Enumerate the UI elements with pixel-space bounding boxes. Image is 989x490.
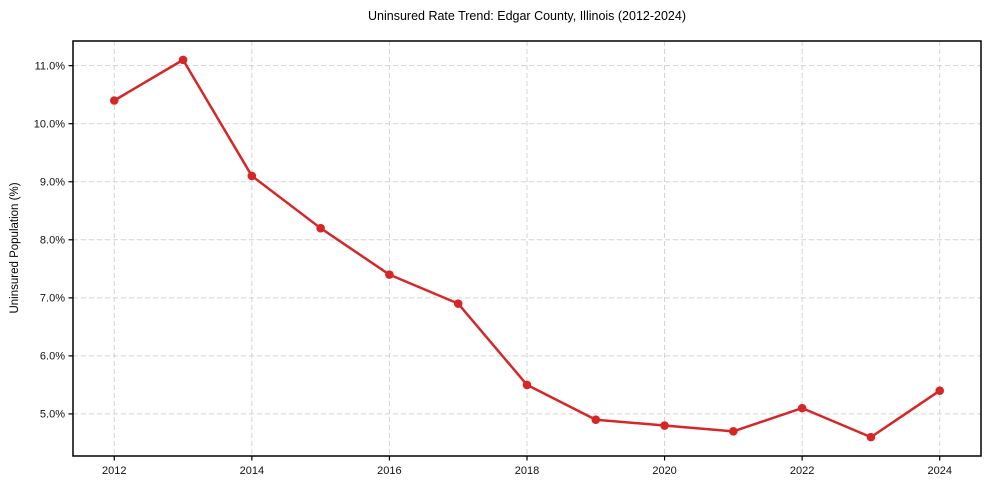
chart-title: Uninsured Rate Trend: Edgar County, Illi… <box>368 9 686 23</box>
y-tick-label: 5.0% <box>40 409 65 421</box>
data-point-marker <box>247 171 257 181</box>
y-tick-label: 10.0% <box>34 119 65 131</box>
data-point-marker <box>866 432 876 442</box>
y-tick-label: 7.0% <box>40 293 65 305</box>
data-point-marker <box>591 415 601 425</box>
y-tick-label: 9.0% <box>40 177 65 189</box>
data-point-marker <box>109 96 119 105</box>
data-point-marker <box>385 270 394 279</box>
y-tick-label: 8.0% <box>40 235 65 247</box>
x-tick-label: 2018 <box>515 465 539 477</box>
data-point-marker <box>935 386 945 396</box>
data-point-marker <box>522 380 532 390</box>
data-point-marker <box>178 55 188 65</box>
x-tick-label: 2020 <box>652 465 676 477</box>
x-tick-label: 2016 <box>377 465 401 477</box>
y-tick-label: 6.0% <box>40 351 65 363</box>
data-point-marker <box>316 223 325 233</box>
data-point-marker <box>660 421 669 430</box>
x-tick-label: 2012 <box>102 465 126 477</box>
data-point-marker <box>453 299 463 308</box>
series-layer <box>109 55 945 442</box>
ticks-layer: 5.0% 6.0% 7.0% 8.0% 9.0% 10.0% 11.0% 2012 2014 20… <box>34 60 952 477</box>
data-point-marker <box>729 427 738 436</box>
x-tick-label: 2014 <box>240 465 264 477</box>
y-axis-label: Uninsured Population (%) <box>9 182 21 313</box>
data-point-marker <box>797 403 807 413</box>
x-tick-label: 2022 <box>790 465 814 477</box>
y-tick-label: 11.0% <box>35 60 66 72</box>
x-tick-label: 2024 <box>927 465 951 477</box>
